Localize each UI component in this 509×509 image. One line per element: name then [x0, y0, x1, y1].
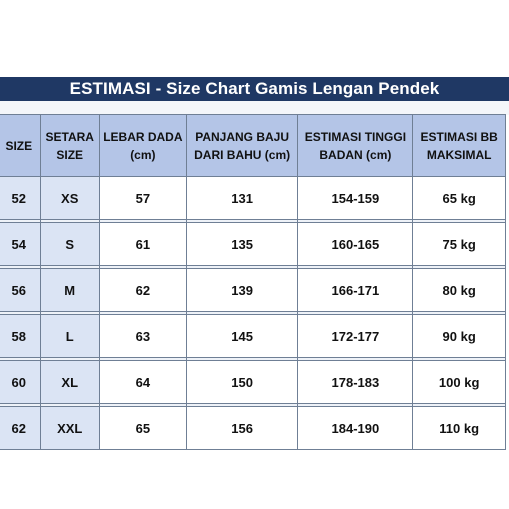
- cell-bb: 75 kg: [412, 222, 506, 266]
- table-row: 56 M 62 139 166-171 80 kg: [0, 268, 506, 312]
- cell-tinggi: 184-190: [297, 406, 414, 450]
- header-setara-size: SETARA SIZE: [39, 114, 100, 177]
- header-estimasi-tinggi: ESTIMASI TINGGI BADAN (cm): [297, 114, 414, 177]
- cell-bb: 110 kg: [412, 406, 506, 450]
- cell-lebar: 65: [98, 406, 187, 450]
- cell-tinggi: 166-171: [297, 268, 414, 312]
- table-row: 54 S 61 135 160-165 75 kg: [0, 222, 506, 266]
- cell-bb: 100 kg: [412, 360, 506, 404]
- table-row: 62 XXL 65 156 184-190 110 kg: [0, 406, 506, 450]
- table-row: 60 XL 64 150 178-183 100 kg: [0, 360, 506, 404]
- cell-lebar: 57: [98, 176, 187, 220]
- cell-size: 54: [0, 222, 41, 266]
- header-size: SIZE: [0, 114, 41, 177]
- cell-setara: XS: [39, 176, 100, 220]
- header-lebar-dada: LEBAR DADA (cm): [98, 114, 187, 177]
- cell-bb: 65 kg: [412, 176, 506, 220]
- cell-panjang: 139: [185, 268, 299, 312]
- cell-setara: S: [39, 222, 100, 266]
- cell-panjang: 150: [185, 360, 299, 404]
- cell-setara: XL: [39, 360, 100, 404]
- cell-lebar: 64: [98, 360, 187, 404]
- table-row: 52 XS 57 131 154-159 65 kg: [0, 176, 506, 220]
- size-chart-table: SIZE SETARA SIZE LEBAR DADA (cm) PANJANG…: [0, 114, 506, 450]
- cell-setara: L: [39, 314, 100, 358]
- cell-lebar: 61: [98, 222, 187, 266]
- cell-panjang: 135: [185, 222, 299, 266]
- header-panjang-baju: PANJANG BAJU DARI BAHU (cm): [185, 114, 299, 177]
- cell-panjang: 145: [185, 314, 299, 358]
- cell-size: 60: [0, 360, 41, 404]
- title-spacer: [0, 101, 509, 115]
- cell-panjang: 156: [185, 406, 299, 450]
- cell-lebar: 63: [98, 314, 187, 358]
- chart-title: ESTIMASI - Size Chart Gamis Lengan Pende…: [0, 77, 509, 101]
- cell-size: 52: [0, 176, 41, 220]
- cell-bb: 80 kg: [412, 268, 506, 312]
- cell-panjang: 131: [185, 176, 299, 220]
- cell-size: 56: [0, 268, 41, 312]
- header-row: SIZE SETARA SIZE LEBAR DADA (cm) PANJANG…: [0, 114, 506, 177]
- cell-tinggi: 154-159: [297, 176, 414, 220]
- cell-setara: M: [39, 268, 100, 312]
- cell-tinggi: 178-183: [297, 360, 414, 404]
- table-row: 58 L 63 145 172-177 90 kg: [0, 314, 506, 358]
- cell-bb: 90 kg: [412, 314, 506, 358]
- header-estimasi-bb: ESTIMASI BB MAKSIMAL: [412, 114, 506, 177]
- cell-lebar: 62: [98, 268, 187, 312]
- cell-size: 62: [0, 406, 41, 450]
- cell-tinggi: 172-177: [297, 314, 414, 358]
- cell-size: 58: [0, 314, 41, 358]
- cell-tinggi: 160-165: [297, 222, 414, 266]
- cell-setara: XXL: [39, 406, 100, 450]
